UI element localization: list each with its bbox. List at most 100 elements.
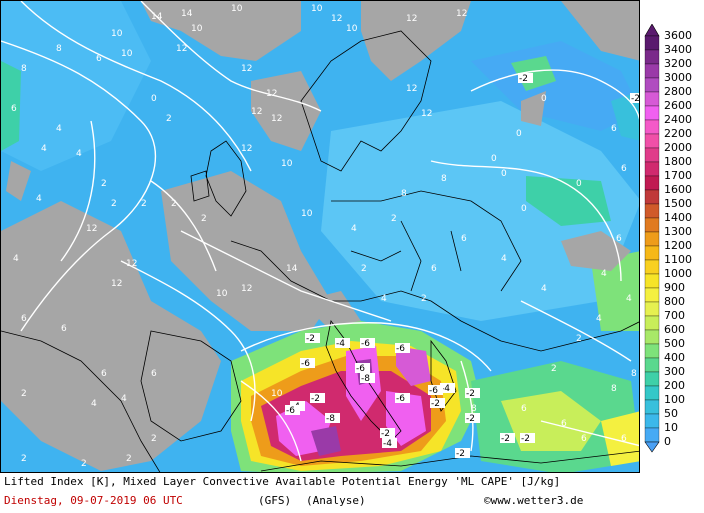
contour-label-bg	[395, 393, 410, 403]
contour-label: 4	[626, 294, 632, 304]
contour-label: -2	[466, 414, 475, 424]
contour-label: -6	[396, 394, 405, 404]
contour-label: -8	[326, 414, 335, 424]
contour-label: 2	[551, 364, 557, 374]
contour-label-bg	[430, 398, 445, 408]
contour-label: -2	[466, 389, 475, 399]
map-number-labels: 10 10 10 10 12 12 12 12 12 12 12 12 12 10 14 12 10 12 12 12…	[11, 4, 639, 469]
contour-label: 0	[521, 204, 527, 214]
contour-label: 4	[13, 254, 19, 264]
contour-label: -2	[381, 429, 390, 439]
legend-label: 1100	[664, 253, 692, 266]
contour-label: 6	[616, 234, 622, 244]
contour-label: 2	[111, 199, 117, 209]
cape-shading-low	[1, 1, 639, 331]
legend-label: 2600	[664, 99, 692, 112]
contour-label-bg	[355, 363, 370, 373]
contour-label-bg	[630, 93, 639, 103]
legend-swatch	[644, 245, 660, 261]
legend-label: 50	[664, 407, 678, 420]
map-footer: Lifted Index [K], Mixed Layer Convective…	[0, 473, 704, 513]
weather-map: 10 10 10 10 12 12 12 12 12 12 12 12 12 10 14 12 10 12 12 12…	[0, 0, 640, 473]
legend-label: 1000	[664, 267, 692, 280]
contour-label-bg	[455, 448, 470, 458]
contour-label-bg	[465, 388, 480, 398]
contour-label: 4	[56, 124, 62, 134]
contour-label: 2	[141, 199, 147, 209]
contour-label: 4	[596, 314, 602, 324]
contour-label: -6	[286, 406, 295, 416]
legend-label: 400	[664, 351, 685, 364]
legend-label: 3000	[664, 71, 692, 84]
legend-label: 10	[664, 421, 678, 434]
contour-label: 6	[61, 324, 67, 334]
contour-label: -2	[311, 394, 320, 404]
legend-label: 600	[664, 323, 685, 336]
contour-label: 12	[241, 144, 252, 154]
contour-label: 12	[86, 224, 97, 234]
contour-label: -6	[429, 386, 438, 396]
legend-swatch	[644, 343, 660, 359]
contour-label: 12	[111, 279, 122, 289]
contour-label: 12	[456, 9, 467, 19]
contour-label: 14	[151, 12, 163, 22]
contour-label: -2	[431, 399, 440, 409]
contour-label: -4	[336, 339, 345, 349]
legend-label: 2200	[664, 127, 692, 140]
legend-label: 900	[664, 281, 685, 294]
contour-label: 10	[191, 24, 203, 34]
contour-label: 4	[351, 224, 357, 234]
contour-label: 0	[541, 94, 547, 104]
contour-label-bg	[428, 385, 443, 395]
lifted-index-contours	[1, 1, 639, 462]
contour-label: -6	[361, 339, 370, 349]
legend-swatch	[644, 427, 660, 443]
contour-label: 2	[391, 214, 397, 224]
contour-label: 10	[111, 29, 123, 39]
contour-label: 6	[151, 369, 157, 379]
legend-swatch	[644, 63, 660, 79]
contour-label-bg	[360, 338, 375, 348]
legend-swatch	[644, 175, 660, 191]
legend-label: 3200	[664, 57, 692, 70]
legend-swatch	[644, 287, 660, 303]
contour-label-bg	[335, 338, 350, 348]
footer-credit[interactable]: ©www.wetter3.de	[484, 494, 584, 507]
legend-colorbar	[644, 24, 660, 453]
contour-label-bg	[395, 343, 410, 353]
contour-label: 12	[406, 14, 417, 24]
contour-label: 12	[241, 284, 252, 294]
legend-label: 200	[664, 379, 685, 392]
legend-swatch	[644, 273, 660, 289]
contour-label: 4	[76, 149, 82, 159]
legend-label: 3400	[664, 43, 692, 56]
contour-label-bg	[310, 393, 325, 403]
contour-label-bg	[360, 373, 375, 383]
contour-label: 10	[281, 159, 293, 169]
contour-label: 6	[461, 234, 467, 244]
legend-label: 3600	[664, 29, 692, 42]
legend-label: 500	[664, 337, 685, 350]
legend-swatch	[644, 385, 660, 401]
contour-label: 10	[301, 209, 313, 219]
contour-label: 6	[521, 404, 527, 414]
legend-label: 1700	[664, 169, 692, 182]
legend-label: 0	[664, 435, 671, 448]
contour-label: 6	[101, 369, 107, 379]
contour-label-bg	[382, 438, 397, 448]
legend-swatch	[644, 413, 660, 429]
contour-label: 12	[251, 107, 262, 117]
contour-label: 12	[266, 89, 277, 99]
contour-label: 4	[381, 294, 387, 304]
contour-label: 0	[501, 169, 507, 179]
legend-label: 1400	[664, 211, 692, 224]
contour-label: 6	[21, 314, 27, 324]
contour-label: 14	[181, 9, 193, 19]
footer-title: Lifted Index [K], Mixed Layer Convective…	[4, 475, 561, 488]
contour-label: 4	[121, 394, 127, 404]
contour-label: 2	[101, 179, 107, 189]
contour-label: 0	[151, 94, 157, 104]
contour-label: 10	[311, 4, 323, 14]
contour-label: -6	[356, 364, 365, 374]
contour-label: -2	[519, 74, 528, 84]
